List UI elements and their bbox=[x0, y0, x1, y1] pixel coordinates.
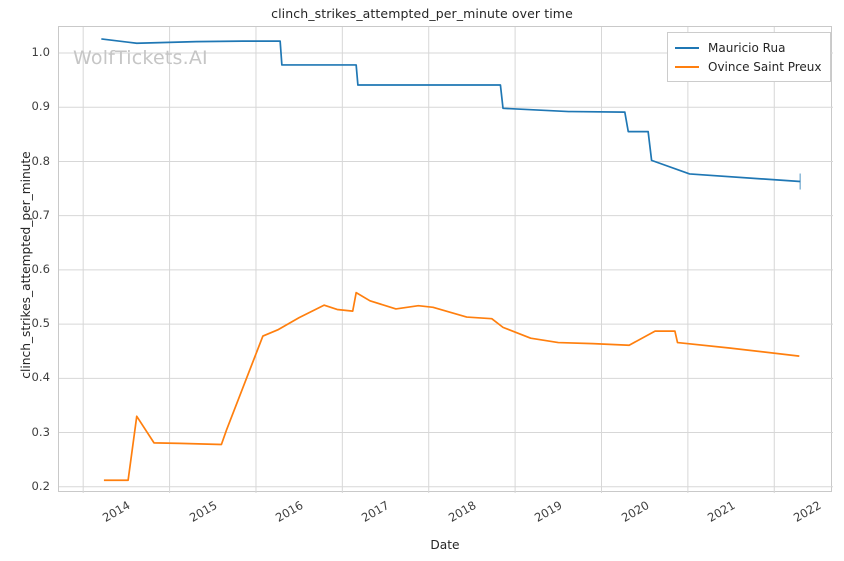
plot-canvas bbox=[59, 27, 833, 493]
y-tick-label: 0.2 bbox=[31, 478, 50, 493]
legend-item[interactable]: Mauricio Rua bbox=[675, 38, 822, 57]
legend-color-swatch bbox=[675, 46, 699, 49]
y-tick-label: 1.0 bbox=[31, 45, 50, 59]
y-tick-label: 0.8 bbox=[31, 153, 50, 168]
legend-label: Mauricio Rua bbox=[708, 40, 786, 55]
x-tick-label: 2018 bbox=[445, 498, 479, 525]
y-tick-label: 0.7 bbox=[31, 207, 50, 222]
x-axis-label: Date bbox=[430, 538, 460, 552]
x-tick-label: 2016 bbox=[272, 498, 306, 525]
x-tick-label: 2014 bbox=[100, 498, 133, 525]
y-tick-label: 0.3 bbox=[31, 424, 50, 439]
y-tick-label: 0.4 bbox=[31, 370, 50, 385]
x-tick-label: 2022 bbox=[791, 498, 824, 525]
series-line bbox=[103, 291, 800, 482]
grid-lines bbox=[59, 27, 833, 493]
y-axis-ticks: 0.2 0.3 0.4 0.5 0.6 0.7 0.8 0.9 1.0 bbox=[0, 26, 50, 493]
chart-title: clinch_strikes_attempted_per_minute over… bbox=[271, 6, 573, 21]
plot-area: WolfTickets.AI bbox=[58, 26, 833, 493]
data-series bbox=[101, 38, 801, 482]
x-axis-ticks: 2014 2015 2016 2017 2018 2019 2020 2021 2022 bbox=[58, 492, 832, 538]
x-tick-label: 2015 bbox=[186, 498, 220, 525]
x-tick-label: 2020 bbox=[618, 498, 652, 525]
y-tick-label: 0.9 bbox=[31, 99, 50, 114]
legend-label: Ovince Saint Preux bbox=[708, 59, 822, 74]
x-tick-label: 2021 bbox=[704, 498, 738, 525]
chart-legend[interactable]: Mauricio Rua Ovince Saint Preux bbox=[667, 32, 831, 82]
y-tick-label: 0.5 bbox=[31, 316, 50, 331]
series-line bbox=[101, 38, 801, 183]
x-tick-label: 2019 bbox=[532, 498, 565, 525]
legend-item[interactable]: Ovince Saint Preux bbox=[675, 57, 822, 76]
legend-color-swatch bbox=[675, 65, 699, 68]
x-tick-label: 2017 bbox=[359, 498, 392, 525]
y-tick-label: 0.6 bbox=[31, 261, 50, 276]
